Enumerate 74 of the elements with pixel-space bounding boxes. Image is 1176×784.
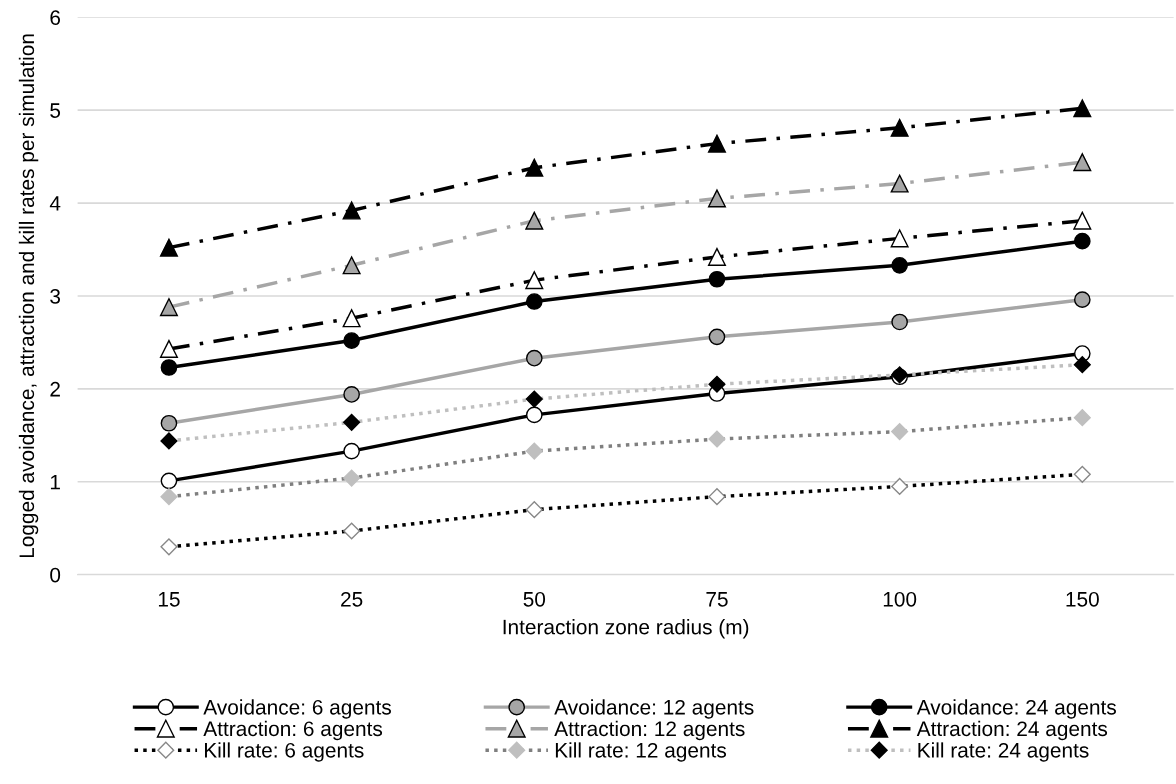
point xyxy=(708,270,726,288)
point xyxy=(159,238,178,257)
legend-label: Kill rate: 12 agents xyxy=(555,742,727,762)
point xyxy=(525,406,543,424)
point xyxy=(1073,409,1091,427)
point xyxy=(160,472,178,490)
point xyxy=(707,189,726,208)
point xyxy=(343,442,360,460)
point xyxy=(160,538,178,556)
x-axis-title: Interaction zone radius (m) xyxy=(503,619,749,639)
x-tick-label: 100 xyxy=(883,591,917,607)
point xyxy=(342,309,361,328)
point xyxy=(160,414,178,432)
point xyxy=(525,158,544,177)
point xyxy=(1073,356,1091,374)
point xyxy=(343,332,360,349)
point xyxy=(1073,291,1091,309)
point xyxy=(342,256,361,275)
point xyxy=(707,134,726,153)
point xyxy=(708,328,726,346)
point xyxy=(1073,153,1092,172)
point xyxy=(891,477,909,495)
point xyxy=(343,386,360,403)
legend-label: Avoidance: 6 agents xyxy=(203,699,391,719)
point xyxy=(890,174,909,193)
point xyxy=(891,423,909,441)
point xyxy=(525,293,543,310)
point xyxy=(160,359,178,376)
legend-label: Attraction: 12 agents xyxy=(554,720,745,741)
point xyxy=(342,201,361,220)
x-tick-label: 15 xyxy=(158,592,180,607)
y-axis-title: Logged avoidance, attraction and kill rates per simulation xyxy=(18,34,39,558)
point xyxy=(159,339,178,358)
point xyxy=(525,271,544,290)
y-tick-label: 3 xyxy=(50,288,61,304)
point xyxy=(1073,211,1092,230)
x-tick-label: 50 xyxy=(523,591,546,607)
point xyxy=(708,375,726,393)
y-tick-label: 6 xyxy=(50,10,61,25)
point xyxy=(525,349,543,367)
point xyxy=(1073,465,1091,483)
point xyxy=(343,469,361,487)
point xyxy=(891,313,908,331)
x-tick-label: 25 xyxy=(341,591,363,607)
legend-label: Kill rate: 24 agents xyxy=(918,742,1089,762)
x-tick-label: 150 xyxy=(1066,591,1099,607)
point xyxy=(890,118,909,137)
point xyxy=(1073,99,1092,118)
y-tick-label: 5 xyxy=(50,103,61,118)
point xyxy=(708,488,726,506)
point xyxy=(891,256,908,274)
legend-label: Attraction: 6 agents xyxy=(203,720,383,741)
point xyxy=(343,413,361,431)
point xyxy=(525,501,543,519)
point xyxy=(525,390,543,408)
legend-label: Attraction: 24 agents xyxy=(916,720,1108,741)
point xyxy=(160,488,178,506)
point xyxy=(1073,232,1091,250)
point xyxy=(159,298,178,317)
point xyxy=(707,247,726,266)
legend-label: Kill rate: 6 agents xyxy=(205,742,364,762)
y-tick-label: 2 xyxy=(50,381,60,397)
y-tick-label: 0 xyxy=(50,567,61,583)
x-tick-label: 75 xyxy=(706,592,728,607)
point xyxy=(525,442,543,460)
point xyxy=(890,229,909,248)
legend-label: Avoidance: 12 agents xyxy=(554,699,754,719)
point xyxy=(160,432,178,450)
point xyxy=(708,430,726,448)
y-tick-label: 1 xyxy=(50,474,60,490)
legend-label: Avoidance: 24 agents xyxy=(916,699,1116,719)
point xyxy=(343,522,361,540)
point xyxy=(525,211,544,230)
y-tick-label: 4 xyxy=(49,196,61,211)
